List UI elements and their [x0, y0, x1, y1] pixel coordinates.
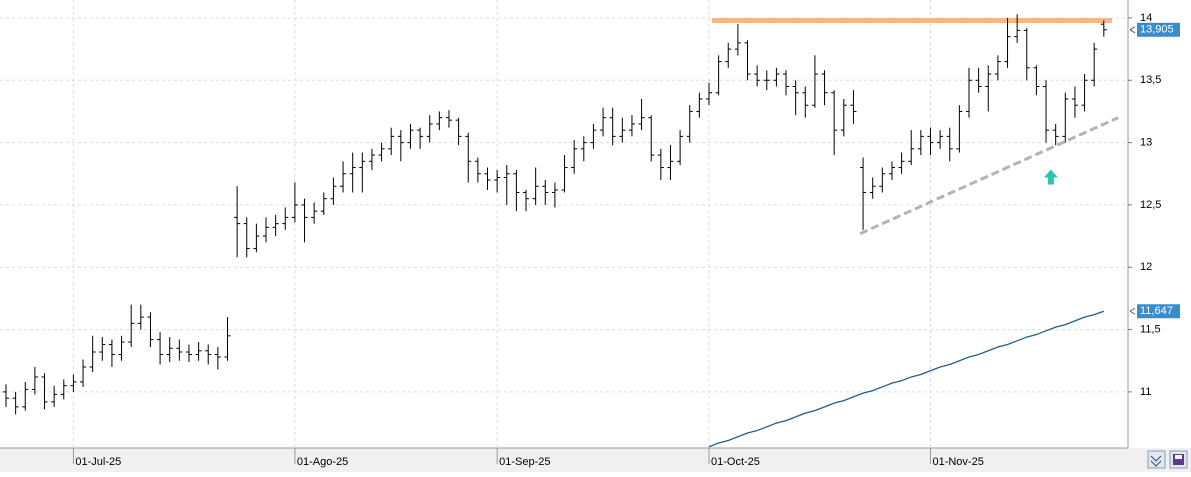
marker-label: 11,647	[1140, 305, 1173, 317]
marker-pointer	[1129, 307, 1136, 315]
trend-line	[859, 116, 1119, 235]
x-tick-label: 01-Jul-25	[75, 456, 121, 468]
y-tick-label: 11	[1140, 386, 1151, 398]
button-zoom[interactable]	[1147, 450, 1166, 469]
x-tick-label: 01-Oct-25	[711, 456, 760, 468]
marker-box	[1137, 304, 1180, 319]
x-tick-label: 01-Ago-25	[297, 456, 348, 468]
y-tick-label: 13	[1140, 137, 1152, 149]
marker-pointer	[1129, 26, 1136, 34]
arrow-marker	[1043, 169, 1058, 185]
moving-average-line	[708, 310, 1105, 448]
marker-label: 13,905	[1140, 24, 1174, 36]
button-save[interactable]	[1169, 450, 1188, 469]
marker-box	[1137, 22, 1180, 37]
x-tick-label: 01-Nov-25	[932, 456, 983, 468]
x-tick-label: 01-Sep-25	[499, 456, 550, 468]
y-tick-label: 12	[1140, 261, 1152, 273]
y-tick-label: 11,5	[1140, 323, 1161, 335]
y-tick-label: 14	[1140, 12, 1152, 24]
plot-area	[0, 0, 1128, 448]
y-tick-label: 12,5	[1140, 199, 1161, 211]
x-axis-strip	[0, 448, 1191, 472]
y-tick-label: 13,5	[1140, 74, 1161, 86]
